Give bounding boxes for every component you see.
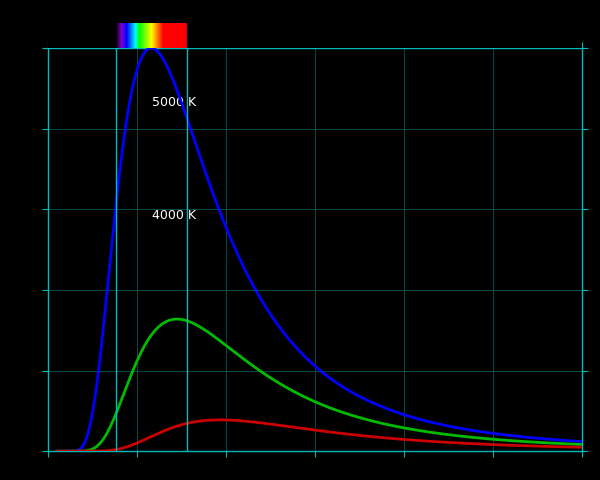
Text: 5000 K: 5000 K: [152, 96, 196, 109]
Text: 4000 K: 4000 K: [152, 209, 196, 222]
Text: VISIBLE: VISIBLE: [125, 27, 178, 40]
Text: INFRARED: INFRARED: [355, 27, 415, 40]
Text: UV: UV: [74, 27, 89, 40]
